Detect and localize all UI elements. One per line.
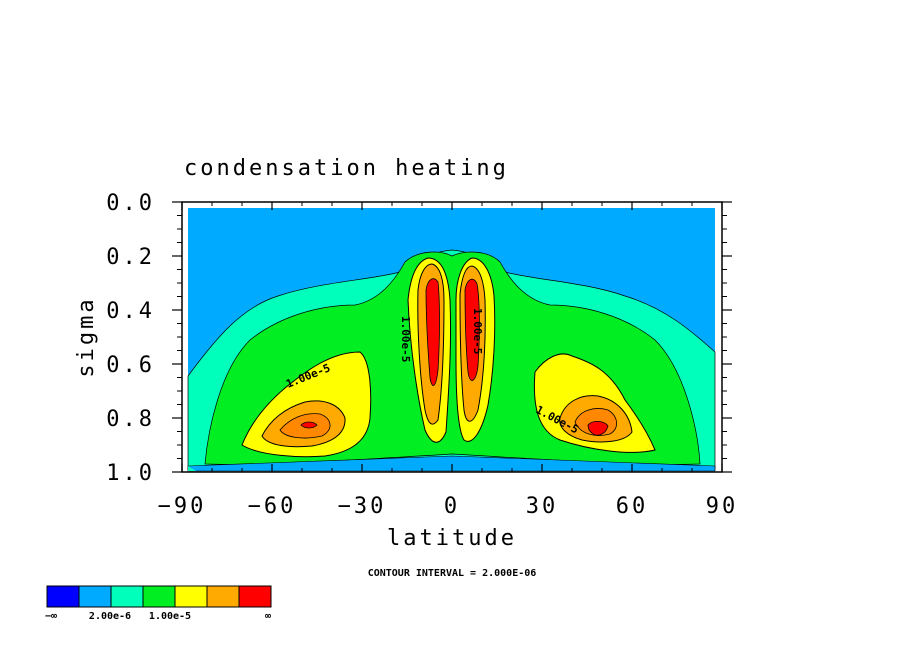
y-tick-label: 0.4 [106, 299, 155, 324]
x-tick-label: 30 [526, 494, 559, 519]
x-axis: −90 −60 −30 0 30 60 90 [158, 202, 739, 519]
x-tick-label: −60 [248, 494, 297, 519]
colorbar-swatch [46, 585, 80, 608]
plot-area: 1.00e-5 1.00e-5 1.00e-5 1.00e-5 [181, 201, 723, 473]
x-tick-label: −90 [158, 494, 207, 519]
chart-title: condensation heating [184, 156, 509, 181]
colorbar: −∞ 2.00e-6 1.00e-5 ∞ [45, 585, 272, 622]
colorbar-label: 1.00e-5 [149, 611, 191, 622]
y-axis-label: sigma [74, 296, 99, 377]
colorbar-swatch [78, 585, 112, 608]
colorbar-swatch [206, 585, 240, 608]
y-tick-label: 0.2 [106, 245, 155, 270]
y-tick-label: 1.0 [106, 461, 155, 486]
colorbar-swatch [110, 585, 144, 608]
colorbar-label: 2.00e-6 [89, 611, 131, 622]
colorbar-swatch [142, 585, 176, 608]
field-region-red-right [587, 420, 609, 436]
colorbar-label: −∞ [45, 611, 57, 622]
x-tick-label: 0 [444, 494, 460, 519]
y-tick-label: 0.8 [106, 407, 155, 432]
colorbar-swatch [238, 585, 272, 608]
x-axis-label: latitude [387, 526, 517, 551]
field-region-surface-band [187, 455, 716, 472]
field-region-red-tower-left [425, 278, 440, 386]
contour-interval-text: CONTOUR INTERVAL = 2.000E-06 [368, 568, 537, 579]
colorbar-label: ∞ [265, 611, 271, 622]
y-tick-label: 0.6 [106, 353, 155, 378]
x-tick-label: −30 [338, 494, 387, 519]
contour-label: 1.00e-5 [471, 308, 484, 354]
x-tick-label: 60 [616, 494, 649, 519]
colorbar-swatch [174, 585, 208, 608]
contour-label: 1.00e-5 [399, 316, 412, 362]
field-region-red-left [300, 421, 318, 429]
y-axis: 0.0 0.2 0.4 0.6 0.8 1.0 [106, 191, 732, 486]
x-tick-label: 90 [706, 494, 739, 519]
field-region-red-tower-right [464, 278, 480, 381]
y-tick-label: 0.0 [106, 191, 155, 216]
field-region-surface-bottom [188, 466, 196, 471]
